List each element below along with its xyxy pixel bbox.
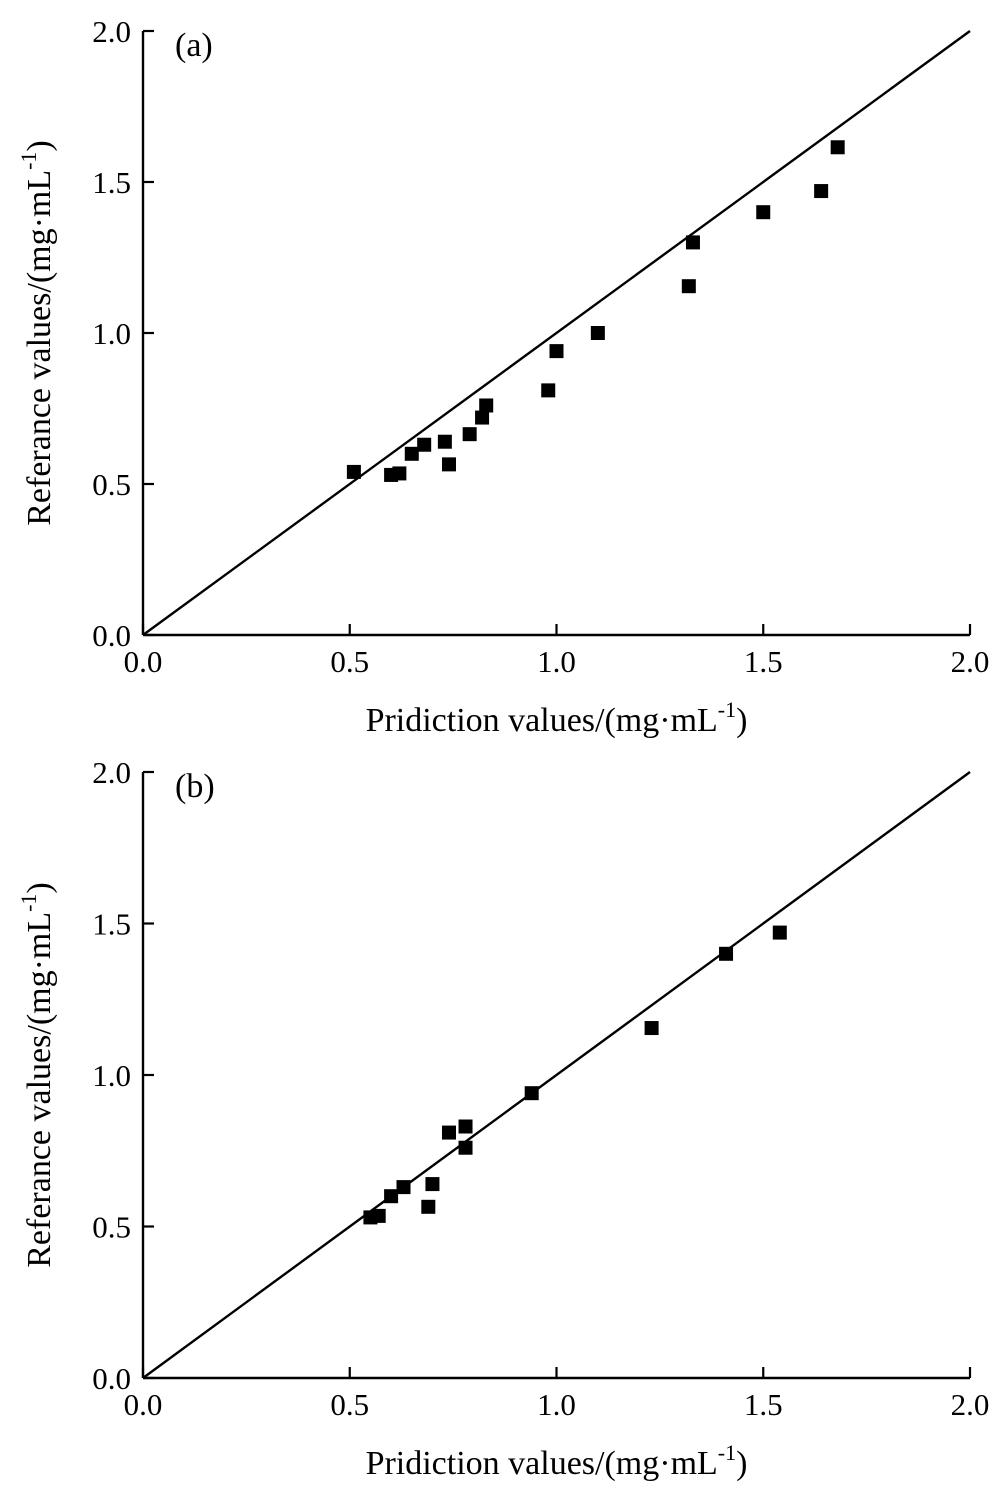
reference-line [142, 30, 971, 636]
data-point [681, 279, 696, 294]
data-point [772, 925, 787, 940]
x-tick-label: 0.0 [124, 1387, 163, 1422]
panel-b: 0.0 0.5 1.0 1.5 2.0 0.0 0.5 1.0 1.5 2.0 (b) Pridict… [16, 755, 989, 1482]
x-tick-label: 0.5 [330, 644, 369, 679]
y-axis-title-exponent: -1 [16, 894, 41, 912]
data-point [719, 946, 734, 961]
data-point [549, 344, 564, 359]
x-tick-label: 2.0 [951, 644, 990, 679]
x-tick-label: 1.5 [744, 1387, 783, 1422]
y-axis-title-text: Referance values/(mg·mL [21, 912, 58, 1268]
x-axis-title-exponent: -1 [718, 697, 736, 722]
panel-label: (b) [175, 768, 215, 805]
x-tick-label: 2.0 [951, 1387, 990, 1422]
x-tick-label: 1.5 [744, 644, 783, 679]
y-axis-title: Referance values/(mg·mL-1) [16, 882, 58, 1268]
x-axis-title-exponent: -1 [718, 1440, 736, 1465]
data-point [441, 1125, 456, 1140]
y-axis-title-text: Referance values/(mg·mL [21, 170, 58, 526]
y-tick-label: 2.0 [92, 755, 131, 790]
x-axis-title-close: ) [736, 1445, 747, 1482]
y-tick-label: 1.5 [92, 165, 131, 200]
data-point [346, 464, 361, 479]
data-point [541, 383, 556, 398]
y-axis-title-close: ) [21, 140, 58, 151]
y-tick-label: 0.5 [92, 467, 131, 502]
data-point [590, 326, 605, 340]
data-point [425, 1177, 440, 1192]
data-point [814, 184, 829, 199]
y-tick-label: 0.5 [92, 1210, 131, 1245]
y-tick-label: 1.5 [92, 907, 131, 942]
data-point [685, 235, 700, 250]
data-point [421, 1199, 436, 1214]
data-point [462, 427, 477, 442]
x-axis-title-text: Pridiction values/(mg·mL [366, 702, 718, 739]
x-tick-label: 1.0 [537, 644, 576, 679]
data-point [396, 1180, 411, 1195]
data-point [392, 466, 407, 481]
x-tick-label: 0.0 [124, 644, 163, 679]
data-point [384, 1189, 399, 1204]
panel-a: 0.0 0.5 1.0 1.5 2.0 0.0 0.5 1.0 1.5 2.0 (a) Pridict… [16, 14, 989, 739]
data-point [417, 437, 432, 452]
data-point [458, 1140, 473, 1155]
x-tick-label: 0.5 [330, 1387, 369, 1422]
data-point [644, 1021, 659, 1036]
data-point [479, 398, 494, 413]
y-axis-title-close: ) [21, 882, 58, 893]
y-tick-label: 0.0 [92, 618, 131, 653]
data-point [404, 446, 419, 461]
y-axis-title: Referance values/(mg·mL-1) [16, 140, 58, 526]
x-axis-title: Pridiction values/(mg·mL-1) [366, 697, 748, 739]
data-point [441, 457, 456, 472]
data-point [524, 1086, 539, 1101]
reference-line [142, 771, 971, 1379]
data-point [830, 140, 845, 155]
data-point [458, 1119, 473, 1134]
y-tick-label: 1.0 [92, 1058, 131, 1093]
x-axis-title-close: ) [736, 702, 747, 739]
data-point [756, 205, 771, 220]
y-axis-title-exponent: -1 [16, 152, 41, 170]
x-axis-title-text: Pridiction values/(mg·mL [366, 1445, 718, 1482]
y-tick-label: 1.0 [92, 316, 131, 351]
x-tick-label: 1.0 [537, 1387, 576, 1422]
data-point [371, 1208, 386, 1223]
x-axis-title: Pridiction values/(mg·mL-1) [366, 1440, 748, 1482]
y-tick-label: 2.0 [92, 14, 131, 49]
data-point [437, 434, 452, 449]
panel-label: (a) [175, 27, 213, 64]
data-point [475, 410, 490, 425]
y-tick-label: 0.0 [92, 1361, 131, 1396]
